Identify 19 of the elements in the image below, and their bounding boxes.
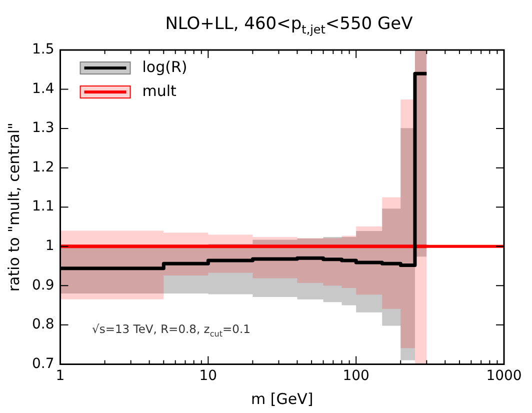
y-axis-title: ratio to "mult, central": [4, 122, 23, 292]
x-tick-label: 10: [199, 368, 218, 384]
chart-title: NLO+LL, 460<p$_{t,jet}$<550 GeV: [164, 14, 414, 36]
annotation: √s=13 TeV, R=0.8, z$_{cut}$=0.1: [92, 322, 250, 338]
y-tick-label: 1.1: [32, 198, 54, 215]
y-tick-label: 0.8: [32, 316, 54, 333]
y-tick-label: 1.3: [32, 120, 54, 136]
y-tick-label: 1: [45, 238, 54, 254]
legend-label: log(R): [142, 58, 188, 76]
y-tick-label: 1.4: [32, 80, 54, 97]
y-tick-label: 1.5: [32, 42, 54, 58]
y-tick-label: 0.7: [32, 356, 54, 372]
x-axis-title: m [GeV]: [251, 390, 314, 408]
y-tick-label: 0.9: [32, 277, 54, 294]
legend-label: mult: [142, 82, 177, 100]
y-tick-label: 1.2: [32, 159, 54, 176]
x-tick-label: 1: [56, 368, 65, 384]
x-tick-label: 100: [342, 368, 370, 384]
x-tick-label: 1000: [486, 368, 522, 384]
